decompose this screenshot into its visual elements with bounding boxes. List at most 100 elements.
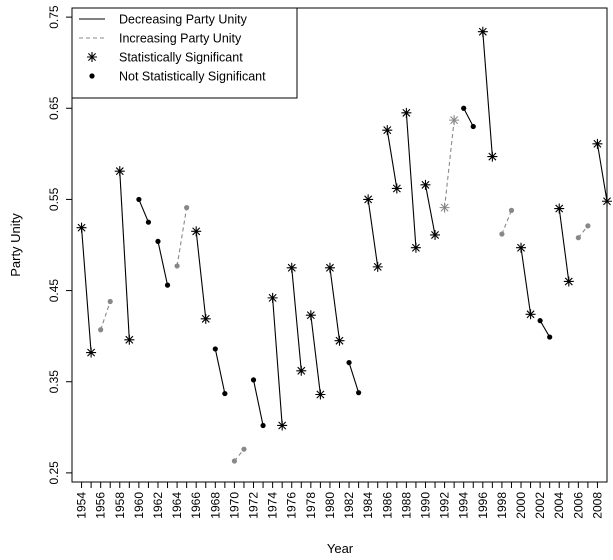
decreasing-segment <box>81 227 92 353</box>
non-significant-point <box>98 327 104 333</box>
x-tick-label: 1954 <box>75 492 89 519</box>
significant-point <box>286 262 297 273</box>
significant-point <box>439 202 450 213</box>
significant-point <box>296 365 307 376</box>
x-tick-label: 1992 <box>438 492 452 519</box>
decreasing-segment <box>329 267 341 341</box>
non-significant-point <box>547 334 553 340</box>
significant-point <box>554 203 565 214</box>
non-significant-point <box>145 219 152 225</box>
non-significant-point <box>231 458 238 464</box>
x-tick-label: 1990 <box>418 492 432 519</box>
decreasing-segment <box>157 241 169 286</box>
y-tick-label: 0.55 <box>47 187 61 211</box>
x-tick-label: 1972 <box>247 492 261 519</box>
significant-point <box>334 335 345 346</box>
y-tick-label: 0.45 <box>47 279 61 303</box>
x-tick-label: 1956 <box>94 492 108 519</box>
x-tick-label: 2000 <box>514 492 528 519</box>
significant-point <box>315 389 326 400</box>
significant-point <box>410 242 421 253</box>
significant-point <box>124 334 135 345</box>
decreasing-segment <box>272 297 283 426</box>
non-significant-point <box>136 196 142 203</box>
non-significant-point <box>260 422 266 429</box>
y-tick-label: 0.25 <box>47 461 61 485</box>
legend-entry-label: Statistically Significant <box>119 51 243 65</box>
significant-point <box>363 194 374 205</box>
x-tick-label: 1958 <box>113 492 127 519</box>
decreasing-segment <box>520 247 532 315</box>
significant-point <box>324 262 335 273</box>
x-tick-label: 2008 <box>590 492 604 519</box>
increasing-segment <box>100 301 111 330</box>
legend-asterisk-icon <box>87 52 97 62</box>
x-axis-label: Year <box>327 541 354 556</box>
significant-point <box>430 229 441 240</box>
decreasing-segment <box>367 199 379 267</box>
non-significant-point <box>164 282 171 288</box>
non-significant-point <box>174 263 180 269</box>
decreasing-segment <box>386 130 398 189</box>
y-axis: 0.25 0.35 0.45 0.55 0.65 0.75 <box>47 5 72 485</box>
decreasing-segment <box>291 267 302 371</box>
non-significant-point <box>107 298 113 305</box>
non-significant-point <box>250 377 257 383</box>
decreasing-segment <box>214 348 226 394</box>
legend: Decreasing Party Unity Increasing Party U… <box>71 7 298 99</box>
non-significant-point <box>461 105 467 111</box>
x-axis: 1954 1956 1958 1960 1962 1964 1966 1968 1970 1972… <box>75 482 604 519</box>
increasing-segment <box>176 207 188 267</box>
significant-point <box>86 347 97 358</box>
x-tick-label: 1968 <box>208 492 222 519</box>
significant-point <box>200 313 211 324</box>
decreasing-segment <box>195 231 207 319</box>
non-significant-point <box>585 223 591 229</box>
significant-point <box>76 222 87 233</box>
decreasing-segment <box>424 184 436 236</box>
decreasing-segment <box>539 320 551 338</box>
significant-point <box>277 420 288 431</box>
significant-point <box>191 226 202 237</box>
significant-point <box>602 196 612 207</box>
decreasing-segment <box>119 171 130 340</box>
non-significant-point <box>356 390 362 396</box>
significant-point <box>420 179 431 190</box>
data-points <box>76 26 612 464</box>
y-tick-label: 0.75 <box>47 5 61 29</box>
data-segments <box>81 31 608 462</box>
non-significant-point <box>575 235 581 241</box>
x-tick-label: 1978 <box>304 492 318 519</box>
y-tick-label: 0.35 <box>47 370 61 394</box>
increasing-segment <box>444 120 455 208</box>
decreasing-segment <box>558 208 570 282</box>
decreasing-segment <box>482 31 493 157</box>
x-tick-label: 1982 <box>342 492 356 519</box>
decreasing-segment <box>596 143 608 202</box>
non-significant-point <box>184 205 190 211</box>
x-tick-label: 1980 <box>323 492 337 519</box>
y-axis-label: Party Unity <box>8 213 23 277</box>
significant-point <box>487 151 498 162</box>
x-tick-label: 2006 <box>571 492 585 519</box>
significant-point <box>391 183 402 194</box>
significant-point <box>305 310 316 321</box>
significant-point <box>516 242 527 253</box>
non-significant-point <box>508 207 515 213</box>
significant-point <box>382 125 393 136</box>
x-tick-label: 1974 <box>266 492 280 519</box>
non-significant-point <box>499 231 505 237</box>
x-tick-label: 1960 <box>132 492 146 519</box>
x-tick-label: 1986 <box>380 492 394 519</box>
non-significant-point <box>346 359 352 366</box>
x-tick-label: 1966 <box>189 492 203 519</box>
x-tick-label: 1976 <box>285 492 299 519</box>
x-tick-label: 1998 <box>495 492 509 519</box>
non-significant-point <box>212 346 218 352</box>
x-tick-label: 2002 <box>533 492 547 519</box>
significant-point <box>592 138 603 149</box>
legend-entry-label: Not Statistically Significant <box>119 70 266 84</box>
non-significant-point <box>241 446 247 452</box>
legend-box <box>71 7 298 99</box>
x-tick-label: 1964 <box>170 492 184 519</box>
